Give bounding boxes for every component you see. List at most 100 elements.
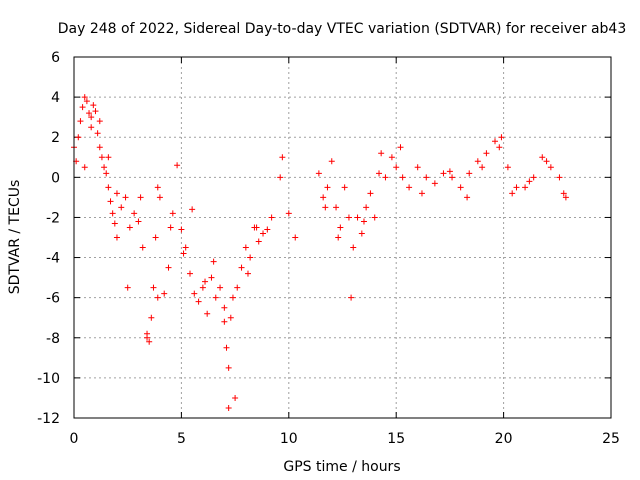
- data-point: [212, 294, 219, 301]
- y-tick-label: -12: [37, 411, 60, 427]
- data-point: [337, 224, 344, 231]
- data-point: [315, 170, 322, 177]
- data-point: [376, 170, 383, 177]
- data-point: [242, 244, 249, 251]
- y-tick-label: 4: [51, 90, 60, 106]
- x-axis-label: GPS time / hours: [283, 459, 400, 475]
- data-point: [483, 150, 490, 157]
- data-point: [418, 190, 425, 197]
- data-point: [474, 158, 481, 165]
- data-point: [260, 230, 267, 237]
- data-point: [279, 154, 286, 161]
- data-point: [202, 278, 209, 285]
- data-point: [146, 338, 153, 345]
- data-point: [397, 144, 404, 151]
- y-tick-label: 0: [51, 170, 60, 186]
- chart-title: Day 248 of 2022, Sidereal Day-to-day VTE…: [58, 21, 627, 37]
- x-tick-label: 25: [602, 431, 620, 447]
- axis-ticks: 0 5 10 15 20 25 -12 -10 -8 -6 -4 -2 0 2 4 6: [37, 50, 620, 447]
- data-point: [350, 244, 357, 251]
- data-point: [118, 204, 125, 211]
- data-point: [292, 234, 299, 241]
- data-point: [111, 220, 118, 227]
- data-point: [367, 190, 374, 197]
- data-point: [83, 98, 90, 105]
- data-point: [345, 214, 352, 221]
- data-points: [71, 94, 569, 411]
- data-point: [103, 170, 110, 177]
- data-point: [371, 214, 378, 221]
- y-tick-label: 6: [51, 50, 60, 66]
- data-point: [94, 130, 101, 137]
- data-point: [285, 210, 292, 217]
- data-point: [423, 174, 430, 181]
- data-point: [221, 304, 228, 311]
- data-point: [178, 226, 185, 233]
- data-point: [496, 144, 503, 151]
- data-point: [182, 244, 189, 251]
- x-tick-label: 10: [280, 431, 298, 447]
- data-point: [96, 118, 103, 125]
- x-tick-label: 5: [177, 431, 186, 447]
- data-point: [217, 284, 224, 291]
- y-tick-label: -10: [37, 371, 60, 387]
- data-point: [139, 244, 146, 251]
- data-point: [328, 158, 335, 165]
- data-point: [180, 250, 187, 257]
- data-point: [223, 344, 230, 351]
- data-point: [199, 284, 206, 291]
- data-point: [277, 174, 284, 181]
- data-point: [81, 94, 88, 101]
- data-point: [399, 174, 406, 181]
- data-point: [191, 290, 198, 297]
- y-tick-label: -6: [46, 291, 60, 307]
- data-point: [479, 164, 486, 171]
- data-point: [513, 184, 520, 191]
- data-point: [341, 184, 348, 191]
- data-point: [363, 204, 370, 211]
- data-point: [101, 164, 108, 171]
- data-point: [90, 102, 97, 109]
- data-point: [135, 218, 142, 225]
- data-point: [320, 194, 327, 201]
- data-point: [360, 218, 367, 225]
- data-point: [126, 224, 133, 231]
- data-point: [79, 104, 86, 111]
- data-point: [86, 110, 93, 117]
- data-point: [113, 234, 120, 241]
- data-point: [504, 164, 511, 171]
- data-point: [225, 404, 232, 411]
- data-point: [88, 124, 95, 131]
- data-point: [264, 226, 271, 233]
- data-point: [98, 154, 105, 161]
- data-point: [498, 134, 505, 141]
- y-tick-label: -2: [46, 210, 60, 226]
- data-point: [131, 210, 138, 217]
- y-tick-label: -8: [46, 331, 60, 347]
- data-point: [354, 214, 361, 221]
- data-point: [449, 174, 456, 181]
- y-axis-label: SDTVAR / TECUs: [7, 180, 23, 295]
- data-point: [378, 150, 385, 157]
- data-point: [547, 164, 554, 171]
- data-point: [152, 234, 159, 241]
- data-point: [440, 170, 447, 177]
- plot-frame: [73, 56, 612, 419]
- data-point: [255, 238, 262, 245]
- data-point: [154, 294, 161, 301]
- data-point: [148, 314, 155, 321]
- data-point: [358, 230, 365, 237]
- grid: [74, 57, 611, 418]
- data-point: [189, 206, 196, 213]
- data-point: [174, 162, 181, 169]
- data-point: [509, 190, 516, 197]
- data-point: [382, 174, 389, 181]
- data-point: [105, 154, 112, 161]
- data-point: [562, 194, 569, 201]
- data-point: [234, 284, 241, 291]
- data-point: [526, 178, 533, 185]
- data-point: [109, 210, 116, 217]
- data-point: [322, 204, 329, 211]
- data-point: [543, 158, 550, 165]
- data-point: [225, 364, 232, 371]
